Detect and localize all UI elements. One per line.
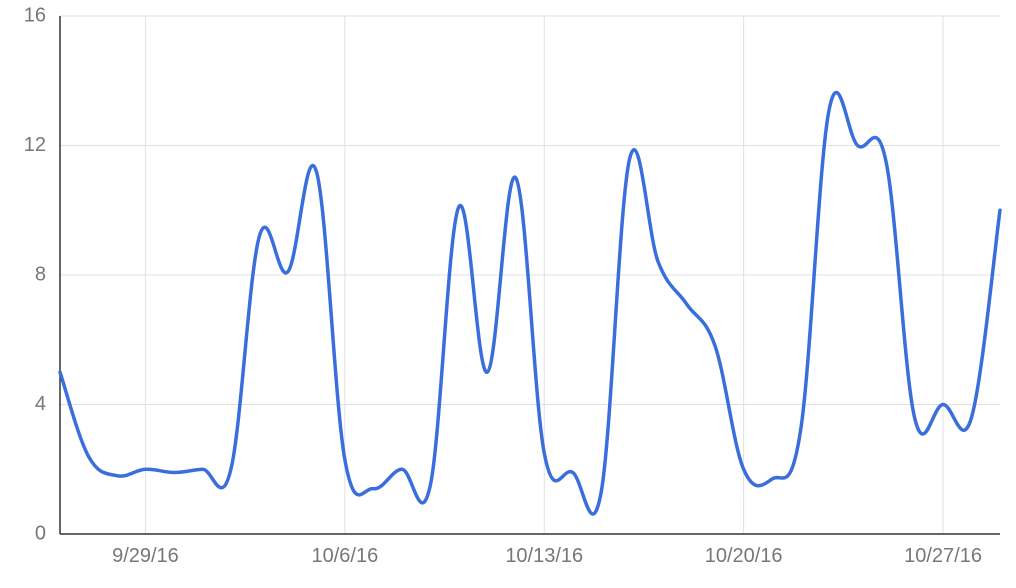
x-tick-label: 10/6/16 xyxy=(311,545,378,567)
x-tick-label: 10/13/16 xyxy=(505,545,583,567)
x-tick-label: 9/29/16 xyxy=(112,545,179,567)
y-tick-label: 4 xyxy=(35,393,46,415)
chart-svg: 0 4 8 12 16 9/29/16 10/6/16 10/13/16 10/20/16 10/… xyxy=(0,0,1016,588)
x-tick-label: 10/20/16 xyxy=(705,545,783,567)
y-tick-label: 0 xyxy=(35,522,46,544)
y-tick-label: 16 xyxy=(24,4,46,26)
y-tick-label: 8 xyxy=(35,263,46,285)
series-line-value xyxy=(60,92,1000,514)
x-tick-label: 10/27/16 xyxy=(904,545,982,567)
y-tick-label: 12 xyxy=(24,134,46,156)
line-chart: 0 4 8 12 16 9/29/16 10/6/16 10/13/16 10/20/16 10/… xyxy=(0,0,1016,588)
